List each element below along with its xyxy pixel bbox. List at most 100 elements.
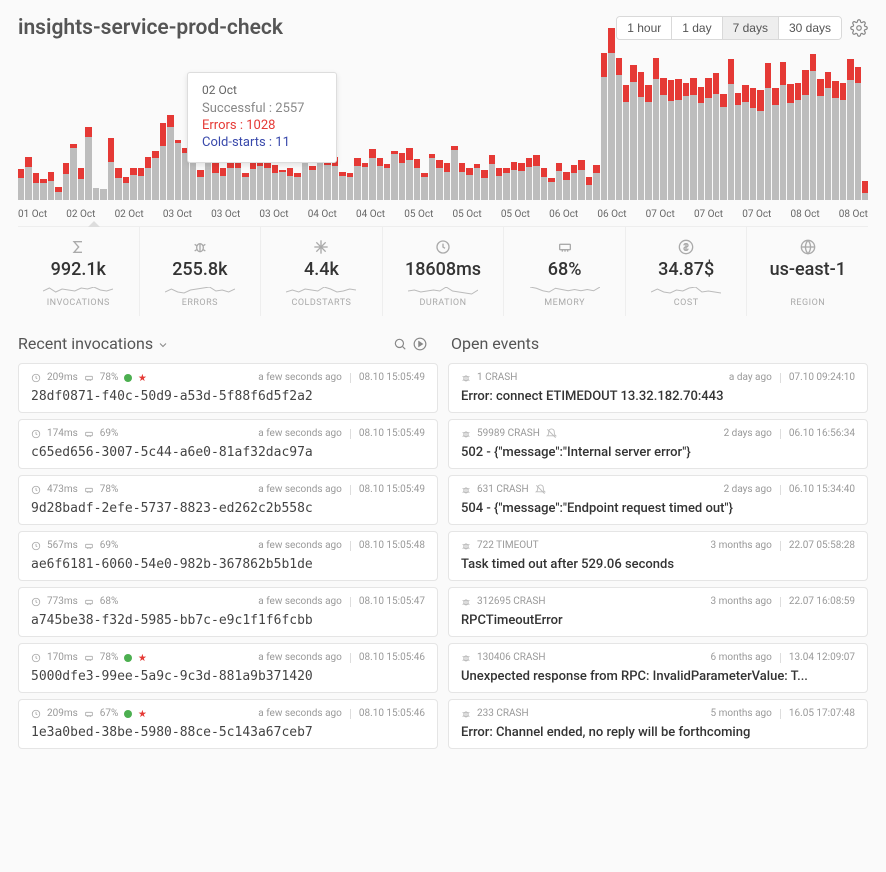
chart-bar[interactable]: [175, 140, 181, 200]
chart-bar[interactable]: [18, 169, 24, 200]
chart-bar[interactable]: [332, 157, 338, 200]
chart-bar[interactable]: [302, 157, 308, 200]
chart-bar[interactable]: [840, 83, 846, 200]
chart-bar[interactable]: [414, 159, 420, 200]
chart-bar[interactable]: [705, 78, 711, 200]
chart-bar[interactable]: [810, 54, 816, 200]
chart-bar[interactable]: [294, 173, 300, 201]
stat-memory[interactable]: 68% MEMORY: [504, 227, 626, 316]
stat-coldstarts[interactable]: 4.4k COLDSTARTS: [261, 227, 383, 316]
chart-bar[interactable]: [533, 155, 539, 200]
chart-bar[interactable]: [645, 85, 651, 200]
chart-bar[interactable]: [362, 163, 368, 201]
chart-bar[interactable]: [563, 172, 569, 200]
chart-bar[interactable]: [436, 160, 442, 200]
stat-duration[interactable]: 18608ms DURATION: [383, 227, 505, 316]
chart-bar[interactable]: [429, 154, 435, 200]
chart-bar[interactable]: [518, 163, 524, 200]
chart-bar[interactable]: [772, 88, 778, 200]
chart-bar[interactable]: [683, 83, 689, 200]
chart-bar[interactable]: [653, 58, 659, 200]
chart-bar[interactable]: [287, 168, 293, 200]
invocation-card[interactable]: 174ms 69% a few seconds ago08.10 15:05:4…: [18, 419, 438, 469]
chart-bar[interactable]: [421, 173, 427, 201]
chart-bar[interactable]: [593, 165, 599, 200]
invocation-card[interactable]: 209ms 78% a few seconds ago08.10 15:05:4…: [18, 363, 438, 413]
chart-bar[interactable]: [668, 80, 674, 200]
chart-bar[interactable]: [496, 168, 502, 200]
event-card[interactable]: 130406 CRASH 6 months ago13.04 12:09:07 …: [448, 643, 868, 693]
chart-bar[interactable]: [279, 170, 285, 200]
chart-bar[interactable]: [541, 168, 547, 200]
chart-bar[interactable]: [324, 162, 330, 200]
stat-errors[interactable]: 255.8k ERRORS: [140, 227, 262, 316]
chart-bar[interactable]: [586, 177, 592, 200]
chart-bar[interactable]: [698, 87, 704, 200]
chart-bar[interactable]: [825, 72, 831, 200]
range-30-days[interactable]: 30 days: [779, 17, 841, 39]
chart-bar[interactable]: [48, 172, 54, 200]
range-1-hour[interactable]: 1 hour: [617, 17, 672, 39]
chart-bar[interactable]: [257, 163, 263, 200]
event-card[interactable]: 59989 CRASH 2 days ago06.10 16:56:34 502…: [448, 419, 868, 469]
chart-bar[interactable]: [339, 172, 345, 200]
chart-bar[interactable]: [847, 59, 853, 200]
invocation-card[interactable]: 567ms 69% a few seconds ago08.10 15:05:4…: [18, 531, 438, 581]
chart-bar[interactable]: [713, 73, 719, 200]
chart-bar[interactable]: [145, 157, 151, 200]
chart-bar[interactable]: [347, 173, 353, 201]
chart-bar[interactable]: [309, 166, 315, 200]
chart-bar[interactable]: [264, 162, 270, 200]
chart-bar[interactable]: [152, 151, 158, 200]
chart-bar[interactable]: [138, 168, 144, 201]
chart-bar[interactable]: [780, 62, 786, 200]
chart-bar[interactable]: [630, 65, 636, 200]
chart-bar[interactable]: [728, 59, 734, 200]
chart-bar[interactable]: [123, 177, 129, 200]
gear-icon[interactable]: [850, 19, 868, 37]
chart-bar[interactable]: [55, 187, 61, 200]
chart-bar[interactable]: [33, 173, 39, 201]
chart-bar[interactable]: [571, 165, 577, 200]
chart-bar[interactable]: [526, 158, 532, 200]
chart-bar[interactable]: [167, 115, 173, 200]
search-icon[interactable]: [393, 337, 407, 351]
chart-bar[interactable]: [474, 164, 480, 200]
chart-bar[interactable]: [25, 157, 31, 200]
chart-bar[interactable]: [623, 85, 629, 200]
chart-bar[interactable]: [832, 81, 838, 200]
stat-cost[interactable]: 34.87$ COST: [626, 227, 748, 316]
chart-bar[interactable]: [85, 127, 91, 200]
chart-bar[interactable]: [384, 164, 390, 200]
chart-bar[interactable]: [93, 188, 99, 201]
chart-bar[interactable]: [399, 153, 405, 201]
play-icon[interactable]: [413, 337, 427, 351]
chart-bar[interactable]: [242, 173, 248, 201]
chart-bar[interactable]: [212, 162, 218, 200]
invocation-card[interactable]: 209ms 67% a few seconds ago08.10 15:05:4…: [18, 699, 438, 749]
chart-bar[interactable]: [227, 160, 233, 200]
chart-bar[interactable]: [616, 58, 622, 200]
chart-bar[interactable]: [406, 148, 412, 201]
chart-bar[interactable]: [235, 158, 241, 200]
chart-bar[interactable]: [795, 83, 801, 201]
chart-bar[interactable]: [548, 178, 554, 201]
chart-bar[interactable]: [787, 84, 793, 200]
chart-bar[interactable]: [489, 155, 495, 200]
chart-bar[interactable]: [503, 168, 509, 200]
invocation-card[interactable]: 773ms 68% a few seconds ago08.10 15:05:4…: [18, 587, 438, 637]
chart-bar[interactable]: [675, 79, 681, 200]
chart-bar[interactable]: [511, 162, 517, 200]
chart-bar[interactable]: [638, 72, 644, 200]
invocation-card[interactable]: 170ms 78% a few seconds ago08.10 15:05:4…: [18, 643, 438, 693]
chart-bar[interactable]: [459, 163, 465, 200]
invocations-chart[interactable]: 01 Oct02 Oct02 Oct03 Oct03 Oct03 Oct04 O…: [18, 50, 868, 220]
chart-bar[interactable]: [108, 138, 114, 200]
chart-bar[interactable]: [608, 28, 614, 201]
chart-bar[interactable]: [451, 146, 457, 200]
chart-bar[interactable]: [354, 158, 360, 201]
chart-bar[interactable]: [742, 85, 748, 200]
stat-region[interactable]: us-east-1 REGION: [747, 227, 868, 316]
chart-bar[interactable]: [391, 151, 397, 200]
chart-bar[interactable]: [70, 144, 76, 200]
